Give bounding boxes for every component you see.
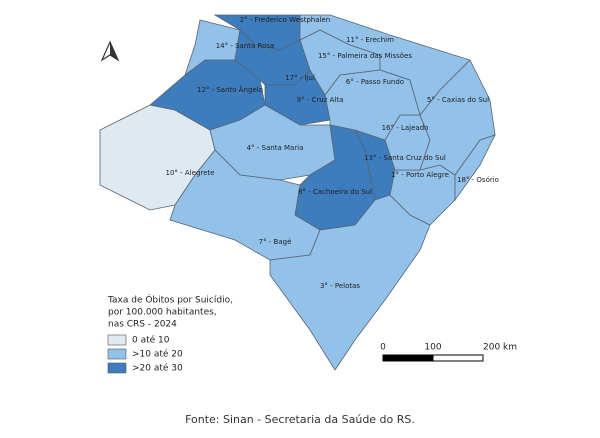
region-label: 12° - Santo Ângelo (197, 85, 263, 94)
legend-swatch (107, 334, 127, 346)
scale-label: 0 (380, 343, 386, 353)
scale-label: 200 km (483, 343, 517, 353)
north-arrow (100, 40, 120, 62)
region-label: 1° - Porto Alegre (391, 171, 449, 179)
scale-bar (382, 354, 484, 362)
legend-title: Taxa de Óbitos por Suicídio, (107, 294, 233, 306)
region-label: 9° - Cruz Alta (297, 96, 344, 104)
region-label: 4° - Santa Maria (247, 144, 304, 152)
region-label: 6° - Passo Fundo (346, 78, 404, 86)
legend-label: >10 até 20 (132, 349, 183, 360)
region-label: 13° - Santa Cruz do Sul (364, 154, 446, 162)
legend-swatch (107, 362, 127, 374)
region-label: 5° - Caxias do Sul (427, 96, 489, 104)
source: Fonte: Sinan - Secretaria da Saúde do RS… (185, 413, 415, 426)
legend-label: >20 até 30 (132, 363, 183, 374)
legend-title: por 100.000 habitantes, (108, 308, 217, 318)
legend-title: nas CRS - 2024 (108, 320, 177, 330)
region-label: 17° - Ijuí (285, 74, 316, 82)
legend-label: 0 até 10 (132, 335, 170, 346)
region-label: 16° - Lajeado (382, 124, 429, 132)
region-label: 10° - Alegrete (166, 169, 215, 177)
region (299, 14, 471, 116)
region-label: 15° - Palmeira das Missões (318, 52, 412, 60)
region-layer (99, 14, 496, 371)
scale-label: 100 (424, 343, 441, 353)
region-label: 3° - Pelotas (320, 282, 360, 290)
region-label: 18° - Osório (457, 176, 499, 184)
region (269, 194, 431, 371)
label-layer: 10° - Alegrete 12° - Santo Ângelo 14° - Sa… (166, 16, 499, 290)
legend-swatch (107, 348, 127, 360)
region-label: 11° - Erechim (346, 36, 394, 44)
region-label: 2° - Frederico Westphalen (240, 16, 330, 24)
region-label: 14° - Santa Rosa (216, 42, 275, 50)
region-label: 8° - Cachoeira do Sul (298, 188, 372, 196)
region-label: 7° - Bagé (259, 238, 292, 246)
